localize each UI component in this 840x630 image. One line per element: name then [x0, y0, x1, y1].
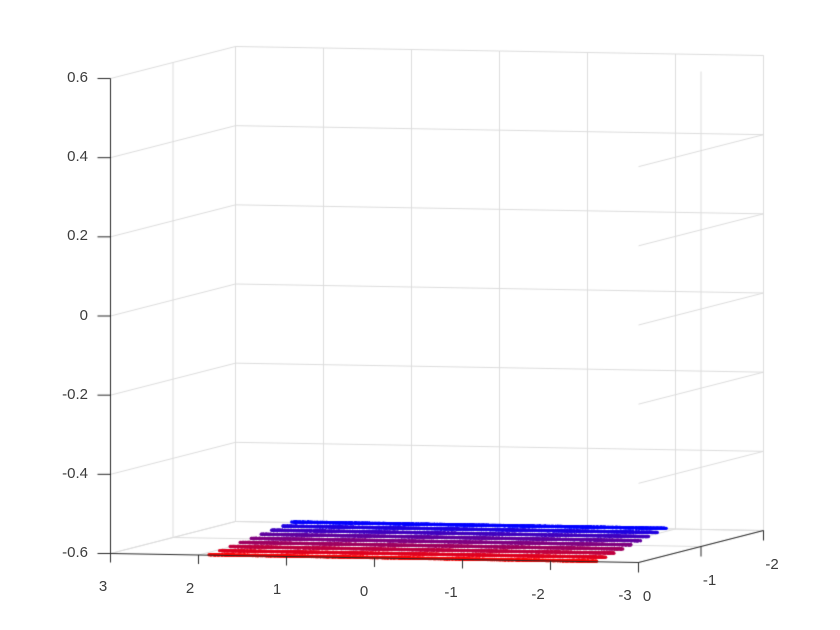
z-tick-label: 0.2	[67, 227, 88, 245]
x-tick-label: -2	[531, 585, 545, 603]
x-tick-label: 3	[98, 578, 108, 595]
z-tick-label: -0.6	[62, 544, 88, 561]
x-tick-label: 2	[185, 579, 195, 597]
z-tick-label: 0	[79, 306, 88, 324]
x-tick-label: 0	[359, 582, 369, 600]
y-tick-label: -2	[765, 556, 779, 573]
z-tick-label: 0.4	[67, 148, 88, 166]
x-tick-label: -3	[618, 587, 632, 604]
z-tick-label: -0.4	[62, 464, 88, 482]
x-tick-label: 1	[272, 581, 282, 598]
y-tick-label: 0	[642, 588, 652, 605]
x-tick-label: -1	[444, 584, 458, 601]
z-tick-label: 0.6	[67, 69, 88, 86]
y-tick-label: -1	[702, 572, 717, 589]
z-tick-label: -0.2	[62, 385, 88, 403]
